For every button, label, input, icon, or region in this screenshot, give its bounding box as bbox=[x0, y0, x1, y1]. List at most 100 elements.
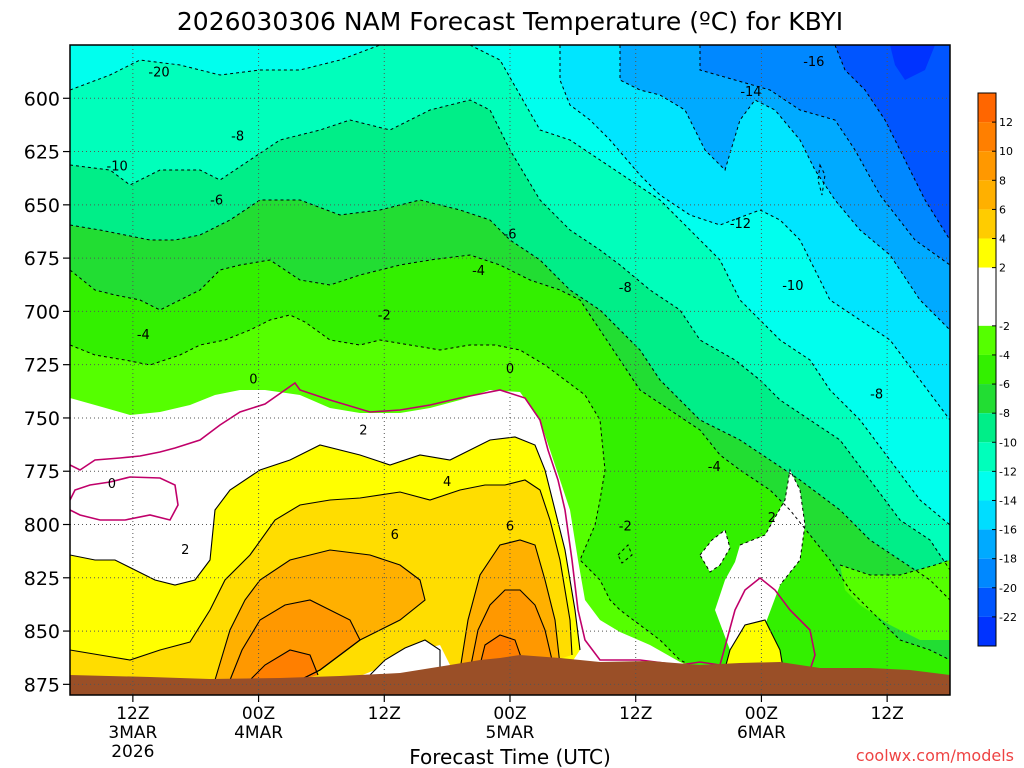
contour-label: -6 bbox=[504, 228, 517, 243]
band-minus22 bbox=[890, 45, 935, 80]
contour-label: -10 bbox=[782, 279, 803, 294]
y-tick-label: 825 bbox=[24, 568, 60, 590]
colorbar-tick-label: -12 bbox=[999, 465, 1017, 478]
x-tick-label: 00Z bbox=[493, 704, 526, 724]
x-axis-title: Forecast Time (UTC) bbox=[409, 745, 611, 768]
band-minus6 bbox=[70, 200, 950, 660]
colorbar-tick-label: -18 bbox=[999, 553, 1017, 566]
colorbar-tick-label: -2 bbox=[999, 320, 1010, 333]
x-tick-label: 12Z bbox=[116, 704, 149, 724]
colorbar-swatch bbox=[978, 151, 996, 181]
contour-label: 4 bbox=[443, 475, 451, 490]
negative-isotherms bbox=[70, 45, 950, 681]
y-tick-label: 875 bbox=[24, 674, 60, 696]
contour-label: -14 bbox=[740, 85, 761, 100]
band-minus20 bbox=[835, 45, 950, 240]
contour-label: 0 bbox=[108, 477, 116, 492]
contour-label: -8 bbox=[870, 388, 883, 403]
contour-label: 0 bbox=[249, 373, 257, 388]
colorbar-tick-label: -10 bbox=[999, 436, 1017, 449]
colorbar-tick-label: 6 bbox=[999, 203, 1006, 216]
white-pocket bbox=[365, 640, 440, 680]
x-tick-label: 12Z bbox=[619, 704, 652, 724]
y-tick-label: 650 bbox=[24, 195, 60, 217]
y-tick-label: 775 bbox=[24, 461, 60, 483]
contour-label: 6 bbox=[506, 520, 514, 535]
y-tick-label: 675 bbox=[24, 248, 60, 270]
colorbar-tick-label: -20 bbox=[999, 582, 1017, 595]
colorbar-swatch bbox=[978, 442, 996, 472]
contour-label: -4 bbox=[137, 328, 150, 343]
x-tick-label: 00Z bbox=[745, 704, 778, 724]
colorbar-swatch bbox=[978, 587, 996, 617]
colorbar-swatch bbox=[978, 384, 996, 414]
colorbar-swatch bbox=[978, 500, 996, 530]
colorbar-swatch bbox=[978, 471, 996, 501]
y-tick-label: 725 bbox=[24, 355, 60, 377]
x-tick-label: 3MAR bbox=[108, 723, 157, 743]
contour-label: -12 bbox=[730, 217, 751, 232]
contour-label: 2 bbox=[181, 543, 189, 558]
x-tick-label: 6MAR bbox=[737, 723, 786, 743]
colorbar-tick-label: 12 bbox=[999, 116, 1013, 129]
contour-label: 2 bbox=[359, 424, 367, 439]
colorbar-swatch bbox=[978, 180, 996, 210]
grid-lines bbox=[70, 45, 950, 695]
plot-area: -20-16-14-8-10-6-12-6-4-8 -10-2-400-824-4… bbox=[70, 45, 977, 695]
terrain bbox=[70, 655, 950, 695]
colorbar-tick-label: -4 bbox=[999, 349, 1010, 362]
colorbar-swatch bbox=[978, 558, 996, 588]
colorbar-tick-label: -8 bbox=[999, 407, 1010, 420]
contour-label: 2 bbox=[768, 511, 776, 526]
x-tick-label: 12Z bbox=[871, 704, 904, 724]
x-tick-label: 2026 bbox=[111, 742, 154, 762]
y-tick-label: 600 bbox=[24, 88, 60, 110]
colorbar-swatch bbox=[978, 209, 996, 239]
colorbar-swatch bbox=[978, 413, 996, 443]
band-minus12 bbox=[70, 45, 950, 525]
colorbar-tick-label: -14 bbox=[999, 494, 1017, 507]
y-axis: 600 625 650 675 700 725 750 775 800 825 850 875 bbox=[24, 88, 70, 696]
band-minus2-spot bbox=[840, 560, 950, 640]
positive-isotherms bbox=[70, 436, 786, 681]
colorbar: 12 10 8 6 4 2 -2 -4 -6 -8 -10 -12 -14 -16 -18 -20 -22 bbox=[977, 92, 1017, 647]
contour-label: -20 bbox=[148, 66, 169, 81]
colorbar-swatch bbox=[978, 267, 996, 326]
colorbar-tick-label: 8 bbox=[999, 174, 1006, 187]
colorbar-swatch bbox=[978, 238, 996, 268]
chart-title: 2026030306 NAM Forecast Temperature (ºC)… bbox=[177, 7, 843, 36]
contour-label: -4 bbox=[708, 460, 721, 475]
x-tick-label: 00Z bbox=[242, 704, 275, 724]
y-tick-label: 850 bbox=[24, 621, 60, 643]
contour-labels: -20-16-14-8-10-6-12-6-4-8 -10-2-400-824-4… bbox=[107, 55, 977, 567]
x-tick-label: 4MAR bbox=[234, 723, 283, 743]
colorbar-swatch bbox=[978, 354, 996, 385]
colorbar-tick-label: -16 bbox=[999, 524, 1017, 537]
x-tick-label: 12Z bbox=[368, 704, 401, 724]
colorbar-swatch bbox=[978, 93, 996, 123]
band-minus16 bbox=[620, 45, 950, 330]
contour-label: -6 bbox=[210, 194, 223, 209]
y-tick-label: 700 bbox=[24, 301, 60, 323]
band-plus10 bbox=[250, 635, 522, 680]
colorbar-tick-label: 10 bbox=[999, 145, 1013, 158]
credit-text: coolwx.com/models bbox=[856, 746, 1014, 765]
contour-label: -2 bbox=[619, 520, 632, 535]
contour-label: -2 bbox=[378, 309, 391, 324]
colorbar-tick-label: 2 bbox=[999, 262, 1006, 275]
band-minus14 bbox=[560, 45, 950, 420]
warm-island-white bbox=[700, 530, 730, 572]
contour-label: -6 bbox=[964, 552, 977, 567]
contour-label: -8 bbox=[619, 281, 632, 296]
x-tick-label: 5MAR bbox=[486, 723, 535, 743]
colorbar-tick-label: -22 bbox=[999, 611, 1017, 624]
colorbar-swatch bbox=[978, 122, 996, 152]
colorbar-swatch bbox=[978, 529, 996, 559]
contour-label: -4 bbox=[472, 264, 485, 279]
colorbar-frame bbox=[977, 92, 997, 647]
y-tick-label: 625 bbox=[24, 142, 60, 164]
contour-label: -8 bbox=[231, 130, 244, 145]
freezing-isotherm bbox=[70, 381, 816, 671]
